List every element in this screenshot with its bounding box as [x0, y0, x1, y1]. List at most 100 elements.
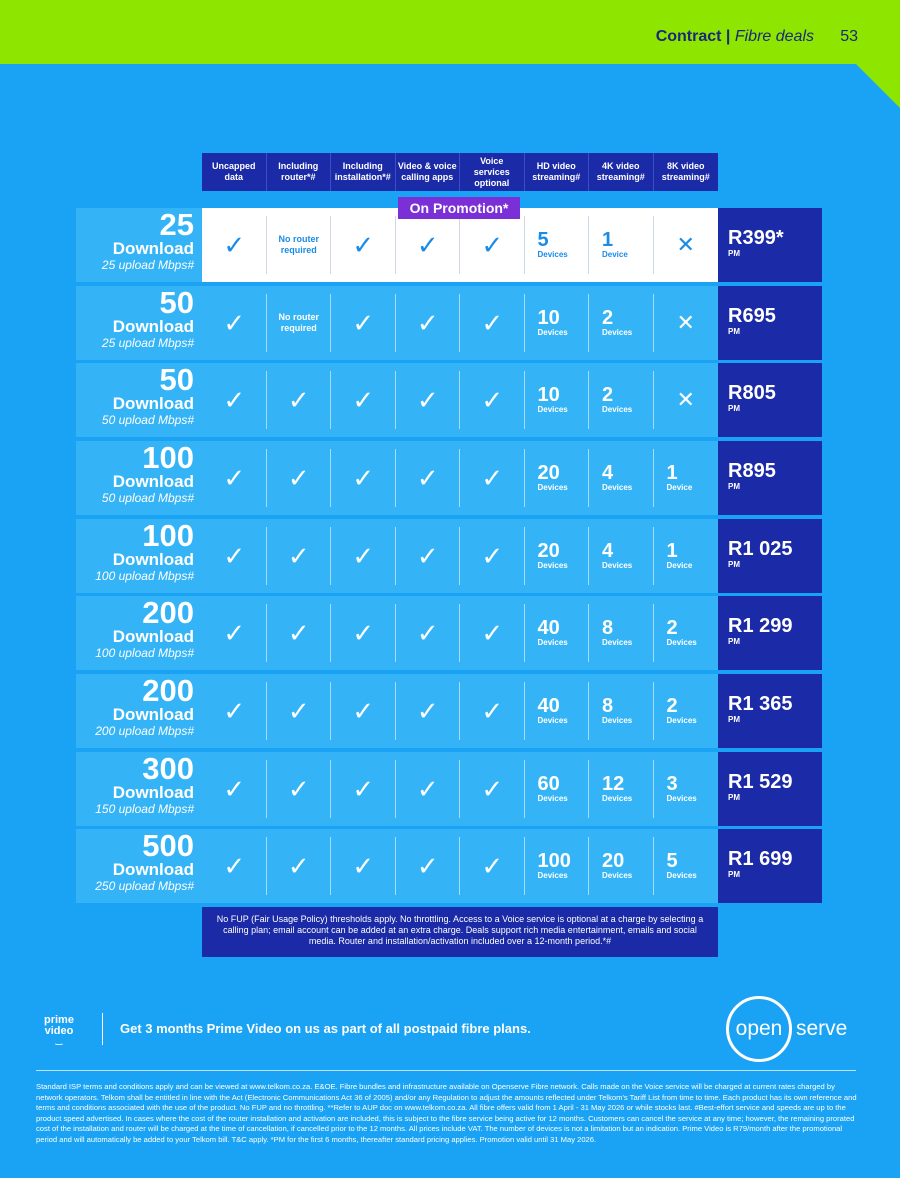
cell-installation: ✓: [331, 363, 396, 437]
download-speed: 200: [142, 673, 194, 708]
plan-features: ✓ ✓ ✓ ✓ ✓ 20 Devices 4 Devices 1 Device: [202, 441, 718, 515]
download-speed: 500: [142, 828, 194, 863]
download-speed: 200: [142, 595, 194, 630]
upload-speed: 25 upload Mbps#: [101, 336, 194, 350]
check-icon: ✓: [481, 541, 504, 571]
plan-speed: 200 Download 200 upload Mbps#: [76, 674, 202, 748]
cell-uncapped: ✓: [202, 286, 267, 360]
device-label: Devices: [537, 250, 568, 259]
device-label: Devices: [602, 405, 633, 414]
device-label: Devices: [602, 483, 633, 492]
cell-voice-optional: ✓: [460, 519, 525, 593]
check-icon: ✓: [352, 308, 375, 338]
check-icon: ✓: [223, 541, 246, 571]
plan-row: 100 Download 50 upload Mbps# ✓ ✓ ✓ ✓ ✓ 20 Devices…: [76, 441, 822, 515]
promotion-badge: On Promotion*: [398, 197, 520, 219]
device-label: Device: [602, 250, 628, 259]
cell-video-voice: ✓: [396, 752, 461, 826]
device-count: 5: [666, 850, 678, 872]
cell-video-voice: ✓: [396, 286, 461, 360]
plan-price: R1 025 PM: [718, 519, 822, 593]
cell-8k: 1 Device: [654, 519, 719, 593]
cell-uncapped: ✓: [202, 596, 267, 670]
plan-row: 100 Download 100 upload Mbps# ✓ ✓ ✓ ✓ ✓ 20 Device…: [76, 519, 822, 593]
device-count: 3: [666, 773, 678, 795]
hd-devices: 60 Devices: [525, 774, 590, 804]
hd-devices: 20 Devices: [525, 541, 590, 571]
download-label: Download: [112, 394, 194, 413]
plan-features: ✓ No router required ✓ ✓ ✓ 5 Devices 1 Device ✕: [202, 208, 718, 282]
prime-promo-text: Get 3 months Prime Video on us as part o…: [120, 1021, 531, 1036]
cell-8k: ✕: [654, 208, 719, 282]
download-speed: 25: [159, 207, 194, 242]
cell-voice-optional: ✓: [460, 596, 525, 670]
device-label: Devices: [537, 328, 568, 337]
plan-price: R805 PM: [718, 363, 822, 437]
device-count: 10: [537, 384, 560, 406]
device-label: Devices: [666, 871, 697, 880]
device-count: 5: [537, 229, 549, 251]
check-icon: ✓: [223, 696, 246, 726]
check-icon: ✓: [352, 541, 375, 571]
k4-devices: 8 Devices: [589, 696, 654, 726]
cell-4k: 1 Device: [589, 208, 654, 282]
check-icon: ✓: [287, 774, 310, 804]
cell-installation: ✓: [331, 208, 396, 282]
device-count: 40: [537, 617, 560, 639]
device-count: 8: [602, 617, 614, 639]
upload-speed: 100 upload Mbps#: [95, 646, 194, 660]
k4-devices: 8 Devices: [589, 618, 654, 648]
plan-row: 300 Download 150 upload Mbps# ✓ ✓ ✓ ✓ ✓ 60 Device…: [76, 752, 822, 826]
device-label: Devices: [537, 638, 568, 647]
prime-logo-top: prime: [44, 1014, 74, 1026]
device-label: Devices: [602, 794, 633, 803]
k4-devices: 20 Devices: [589, 851, 654, 881]
price-per-month: PM: [728, 637, 740, 646]
check-icon: ✓: [352, 385, 375, 415]
device-label: Devices: [602, 716, 633, 725]
cell-router: ✓: [267, 674, 332, 748]
cell-voice-optional: ✓: [460, 441, 525, 515]
upload-speed: 150 upload Mbps#: [95, 802, 194, 816]
plan-row: 200 Download 200 upload Mbps# ✓ ✓ ✓ ✓ ✓ 40 Device…: [76, 674, 822, 748]
k4-devices: 4 Devices: [589, 541, 654, 571]
check-icon: ✓: [481, 230, 504, 260]
plan-speed: 50 Download 50 upload Mbps#: [76, 363, 202, 437]
download-label: Download: [112, 472, 194, 491]
check-icon: ✓: [287, 541, 310, 571]
openserve-circle: open: [726, 996, 792, 1062]
device-label: Devices: [537, 483, 568, 492]
upload-speed: 200 upload Mbps#: [95, 724, 194, 738]
notes-box: No FUP (Fair Usage Policy) thresholds ap…: [202, 907, 718, 957]
cell-4k: 2 Devices: [589, 286, 654, 360]
device-count: 60: [537, 773, 560, 795]
plan-row: 50 Download 25 upload Mbps# ✓ No router requ…: [76, 286, 822, 360]
plan-price: R1 365 PM: [718, 674, 822, 748]
check-icon: ✓: [287, 696, 310, 726]
cell-router: ✓: [267, 519, 332, 593]
device-label: Devices: [666, 716, 697, 725]
download-speed: 300: [142, 751, 194, 786]
check-icon: ✓: [416, 696, 439, 726]
price-per-month: PM: [728, 715, 740, 724]
download-label: Download: [112, 627, 194, 646]
upload-speed: 25 upload Mbps#: [101, 258, 194, 272]
prime-divider: [102, 1013, 103, 1045]
k4-devices: 12 Devices: [589, 774, 654, 804]
cell-router: ✓: [267, 829, 332, 903]
cell-installation: ✓: [331, 752, 396, 826]
upload-speed: 50 upload Mbps#: [101, 413, 194, 427]
cell-4k: 2 Devices: [589, 363, 654, 437]
col-voice-optional: Voice services optional: [460, 153, 525, 191]
col-hd-streaming: HD video streaming#: [525, 153, 589, 191]
hd-devices: 5 Devices: [525, 230, 590, 260]
price-value: R1 529: [728, 771, 793, 793]
device-label: Devices: [602, 561, 633, 570]
plan-features: ✓ ✓ ✓ ✓ ✓ 20 Devices 4 Devices 1 Device: [202, 519, 718, 593]
hd-devices: 40 Devices: [525, 618, 590, 648]
plan-features: ✓ ✓ ✓ ✓ ✓ 10 Devices 2 Devices ✕: [202, 363, 718, 437]
price-per-month: PM: [728, 327, 740, 336]
cell-uncapped: ✓: [202, 674, 267, 748]
check-icon: ✓: [481, 308, 504, 338]
check-icon: ✓: [352, 618, 375, 648]
